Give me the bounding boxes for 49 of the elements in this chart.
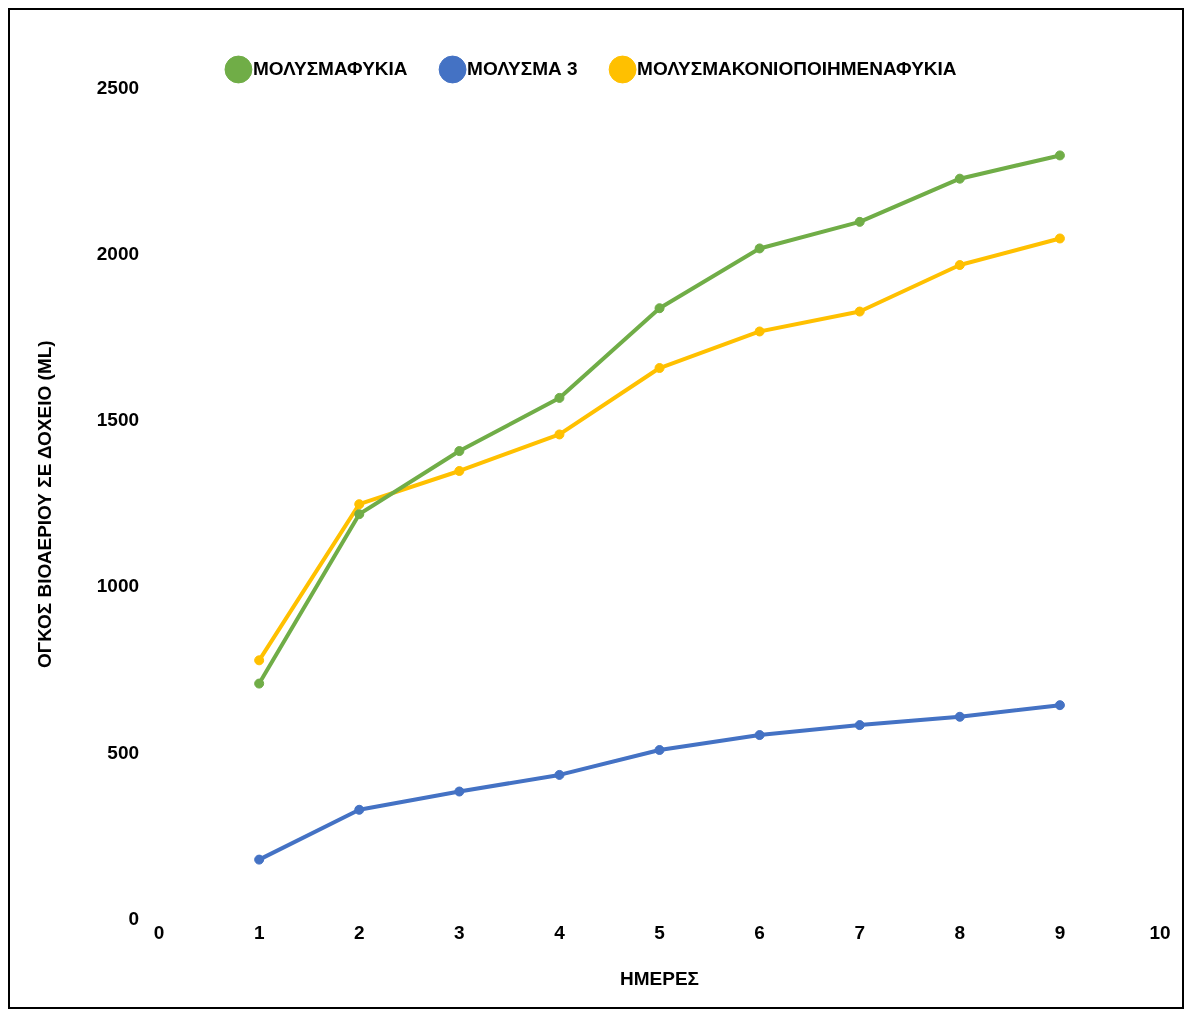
y-tick-label: 500: [107, 741, 140, 763]
point: [754, 730, 765, 741]
point: [354, 804, 365, 815]
x-tick-label: 0: [153, 922, 165, 944]
point: [954, 711, 965, 722]
point: [854, 720, 865, 731]
point: [654, 363, 665, 374]
point: [554, 769, 565, 780]
point: [754, 326, 765, 337]
point: [554, 429, 565, 440]
x-tick-label: 3: [454, 922, 465, 944]
point: [354, 509, 365, 520]
point: [1054, 700, 1065, 711]
x-tick-label: 2: [353, 922, 365, 944]
legend-label: ΜΟΛΥΣΜΑ 3: [467, 57, 578, 79]
legend-label: ΜΟΛΥΣΜΑΦΥΚΙΑ: [252, 57, 408, 79]
point: [1054, 150, 1065, 161]
point: [454, 786, 465, 797]
point: [254, 655, 265, 666]
point: [354, 499, 365, 510]
y-tick-label: 1500: [96, 409, 140, 431]
y-axis-title: ΟΓΚΟΣ ΒΙΟΑΕΡΙΟΥ ΣΕ ΔΟΧΕΙΟ (ML): [33, 340, 55, 669]
x-tick-label: 5: [654, 922, 666, 944]
point: [754, 243, 765, 254]
point: [954, 260, 965, 271]
point: [654, 745, 665, 755]
point: [454, 446, 465, 457]
y-tick-label: 1000: [96, 575, 140, 597]
x-tick-label: 4: [554, 922, 566, 944]
x-tick-label: 9: [1054, 922, 1066, 944]
point: [654, 303, 665, 314]
x-tick-label: 1: [253, 922, 265, 944]
point: [1054, 233, 1065, 244]
x-axis-title: ΗΜΕΡΕΣ: [620, 967, 700, 989]
y-tick-label: 2000: [96, 243, 140, 265]
y-tick-label: 2500: [96, 77, 140, 99]
x-tick-label: 7: [854, 922, 866, 944]
legend-label: ΜΟΛΥΣΜΑΚΟΝΙΟΠΟΙΗΜΕΝΑΦΥΚΙΑ: [637, 57, 957, 79]
point: [454, 465, 465, 476]
x-tick-label: 10: [1149, 922, 1171, 944]
point: [254, 678, 265, 689]
point: [254, 854, 265, 865]
x-tick-label: 6: [754, 922, 765, 944]
x-tick-label: 8: [954, 922, 966, 944]
point: [854, 306, 865, 317]
point: [954, 173, 965, 184]
point: [854, 216, 865, 227]
point: [554, 392, 565, 403]
y-tick-label: 0: [128, 907, 140, 929]
